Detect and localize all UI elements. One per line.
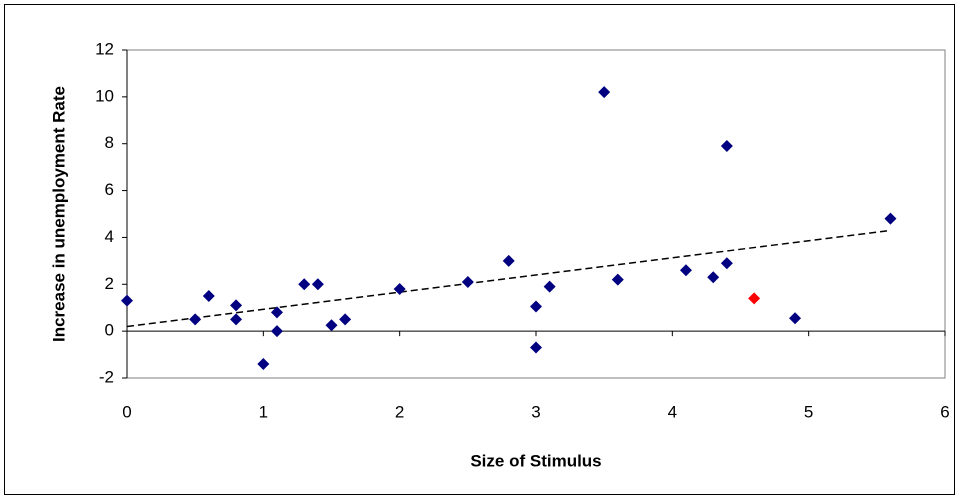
x-tick-label: 6 xyxy=(940,402,949,421)
y-tick-label: 2 xyxy=(105,274,114,293)
point xyxy=(230,299,243,312)
point xyxy=(679,264,692,277)
point xyxy=(611,273,624,286)
point xyxy=(311,278,324,291)
point xyxy=(202,290,215,302)
point xyxy=(230,313,243,326)
y-axis-title: Increase in unemployment Rate xyxy=(49,86,68,342)
point xyxy=(270,306,283,319)
point xyxy=(543,280,556,293)
point xyxy=(707,271,720,284)
point xyxy=(598,86,611,99)
point xyxy=(530,300,542,313)
point xyxy=(720,257,733,270)
point xyxy=(325,319,338,332)
point xyxy=(502,254,515,267)
x-axis-title: Size of Stimulus xyxy=(470,451,601,470)
x-tick-label: 2 xyxy=(395,402,404,421)
y-tick-label: 4 xyxy=(105,227,114,246)
point xyxy=(393,282,406,295)
point xyxy=(257,357,270,370)
point xyxy=(748,292,761,305)
x-tick-label: 1 xyxy=(259,402,268,421)
point xyxy=(298,278,311,291)
point xyxy=(189,313,202,326)
y-tick-label: 10 xyxy=(95,86,114,105)
point xyxy=(339,313,352,326)
chart-border xyxy=(4,4,955,495)
trendline xyxy=(126,229,891,328)
point xyxy=(884,212,897,225)
x-tick-label: 0 xyxy=(122,402,131,421)
point xyxy=(461,275,474,288)
x-tick-label: 5 xyxy=(804,402,813,421)
y-tick-label: 8 xyxy=(105,133,114,152)
x-tick-label: 4 xyxy=(668,402,677,421)
y-tick-label: 12 xyxy=(95,39,114,58)
y-tick-label: 6 xyxy=(105,180,114,199)
x-tick-label: 3 xyxy=(531,402,540,421)
point xyxy=(121,294,133,307)
point xyxy=(789,312,802,325)
y-tick-label: -2 xyxy=(99,367,114,386)
point xyxy=(530,341,542,354)
point xyxy=(270,325,283,338)
point xyxy=(720,140,733,153)
y-tick-label: 0 xyxy=(105,321,114,340)
